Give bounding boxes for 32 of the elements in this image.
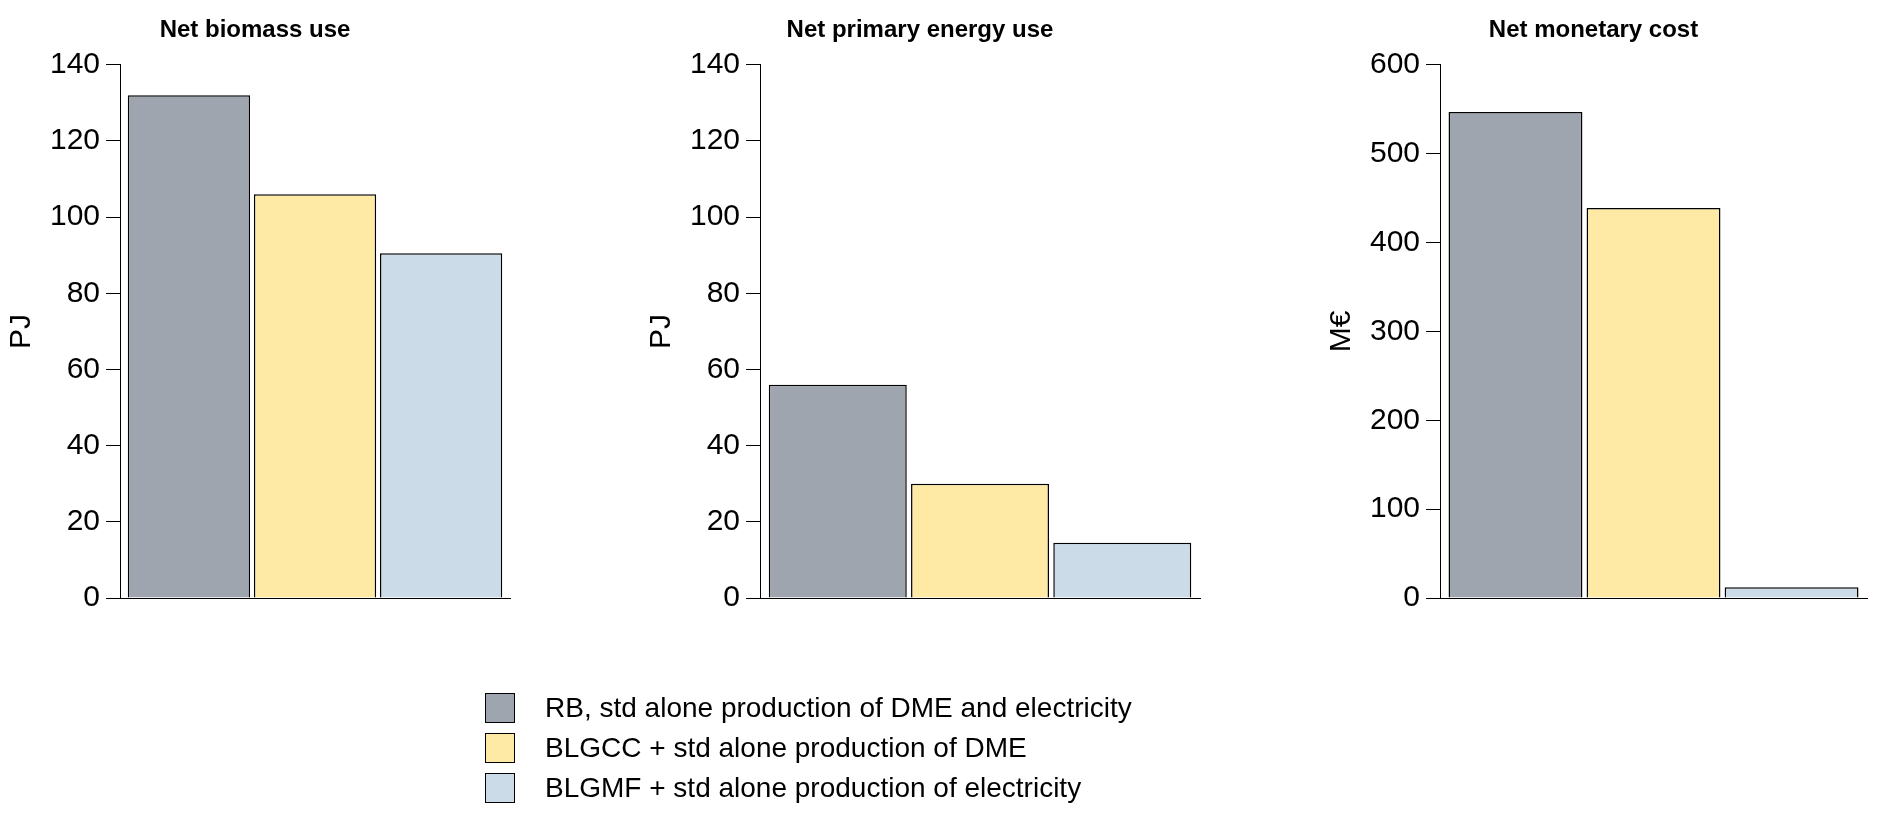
y-tick-label: 600 (1369, 46, 1421, 80)
y-tick-label: 120 (689, 122, 741, 156)
y-tick-label: 80 (706, 274, 741, 308)
y-tick-label: 0 (1403, 579, 1421, 613)
y-tick-label: 40 (66, 426, 101, 460)
y-axis-title: PJ (3, 313, 37, 349)
y-tick-label: 60 (66, 350, 101, 384)
legend-label: BLGCC + std alone production of DME (545, 732, 1027, 764)
chart-title: Net biomass use (159, 15, 351, 43)
y-axis-title: M€ (1323, 310, 1357, 353)
y-tick-label: 120 (49, 122, 101, 156)
y-tick-label: 20 (66, 503, 101, 537)
y-tick-label: 40 (706, 426, 741, 460)
y-tick-label: 140 (689, 46, 741, 80)
y-tick-label: 0 (723, 579, 741, 613)
y-tick-label: 100 (689, 198, 741, 232)
y-tick-label: 0 (83, 579, 101, 613)
chart-title: Net primary energy use (786, 15, 1054, 43)
y-tick-label: 500 (1369, 134, 1421, 168)
y-tick-label: 300 (1369, 312, 1421, 346)
text: RB, std alone production of DME and electricity (545, 692, 1132, 724)
y-tick-label: 400 (1369, 223, 1421, 257)
y-tick-label: 60 (706, 350, 741, 384)
y-tick-label: 80 (66, 274, 101, 308)
y-tick-label: 100 (1369, 490, 1421, 524)
y-tick-label: 100 (49, 198, 101, 232)
y-tick-label: 200 (1369, 401, 1421, 435)
y-tick-label: 140 (49, 46, 101, 80)
y-axis-title: PJ (643, 313, 677, 349)
legend-label: BLGMF + std alone production of electricity (545, 772, 1082, 804)
chart-title: Net monetary cost (1488, 15, 1699, 43)
y-tick-label: 20 (706, 503, 741, 537)
